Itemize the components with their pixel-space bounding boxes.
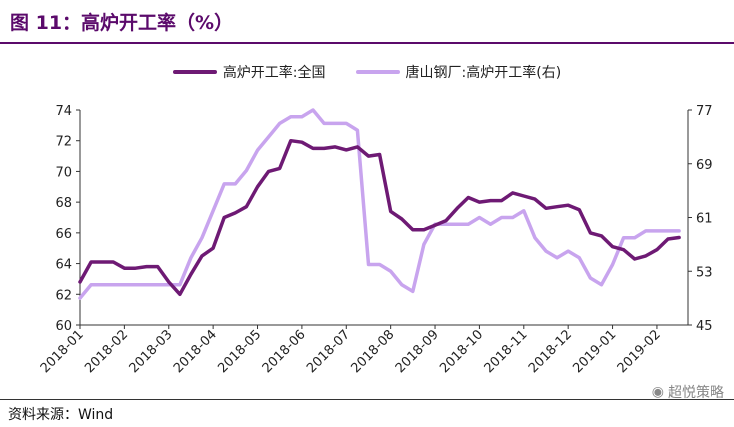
x-tick-label: 2018-04 [171,327,220,376]
right-tick-label: 45 [696,319,713,334]
x-tick-label: 2018-08 [348,327,397,376]
right-tick-label: 61 [696,212,713,227]
x-tick-label: 2018-09 [393,327,442,376]
footer-rule [0,399,734,400]
x-tick-label: 2019-02 [615,327,664,376]
x-tick-label: 2018-01 [38,327,87,376]
title-rule [0,42,734,44]
x-tick-label: 2018-02 [82,327,131,376]
left-tick-label: 62 [55,288,72,303]
left-tick-label: 68 [55,196,72,211]
x-tick-label: 2018-11 [482,327,531,376]
legend: 高炉开工率:全国 唐山钢厂:高炉开工率(右) [0,62,734,82]
x-tick-label: 2018-03 [127,327,176,376]
x-tick-label: 2018-10 [437,327,486,376]
legend-swatch-national [172,70,217,74]
source-note: 资料来源：Wind [8,407,114,423]
x-tick-label: 2018-05 [215,327,264,376]
series-line-national [78,138,681,297]
legend-label-national: 高炉开工率:全国 [222,65,326,81]
x-tick-label: 2018-06 [260,327,309,376]
legend-item-tangshan: 唐山钢厂:高炉开工率(右) [355,62,562,82]
left-tick-label: 66 [55,227,72,242]
left-tick-label: 74 [55,104,72,119]
wechat-icon: ◉ [651,384,664,400]
x-tick-label: 2019-01 [570,327,619,376]
left-tick-label: 64 [55,258,72,273]
left-tick-label: 70 [55,165,72,180]
left-tick-label: 72 [55,135,72,150]
legend-label-tangshan: 唐山钢厂:高炉开工率(右) [405,65,562,81]
legend-item-national: 高炉开工率:全国 [172,62,326,82]
x-tick-label: 2018-12 [526,327,575,376]
chart-title: 图 11：高炉开工率（%） [10,12,234,34]
legend-swatch-tangshan [355,70,400,74]
right-tick-label: 77 [696,104,713,119]
series-line-tangshan [78,108,681,300]
x-tick-label: 2018-07 [304,327,353,376]
left-tick-label: 60 [55,319,72,334]
right-tick-label: 69 [696,158,713,173]
watermark-text: 超悦策略 [668,385,724,401]
watermark: ◉ 超悦策略 [652,382,724,402]
right-tick-label: 53 [696,265,713,280]
